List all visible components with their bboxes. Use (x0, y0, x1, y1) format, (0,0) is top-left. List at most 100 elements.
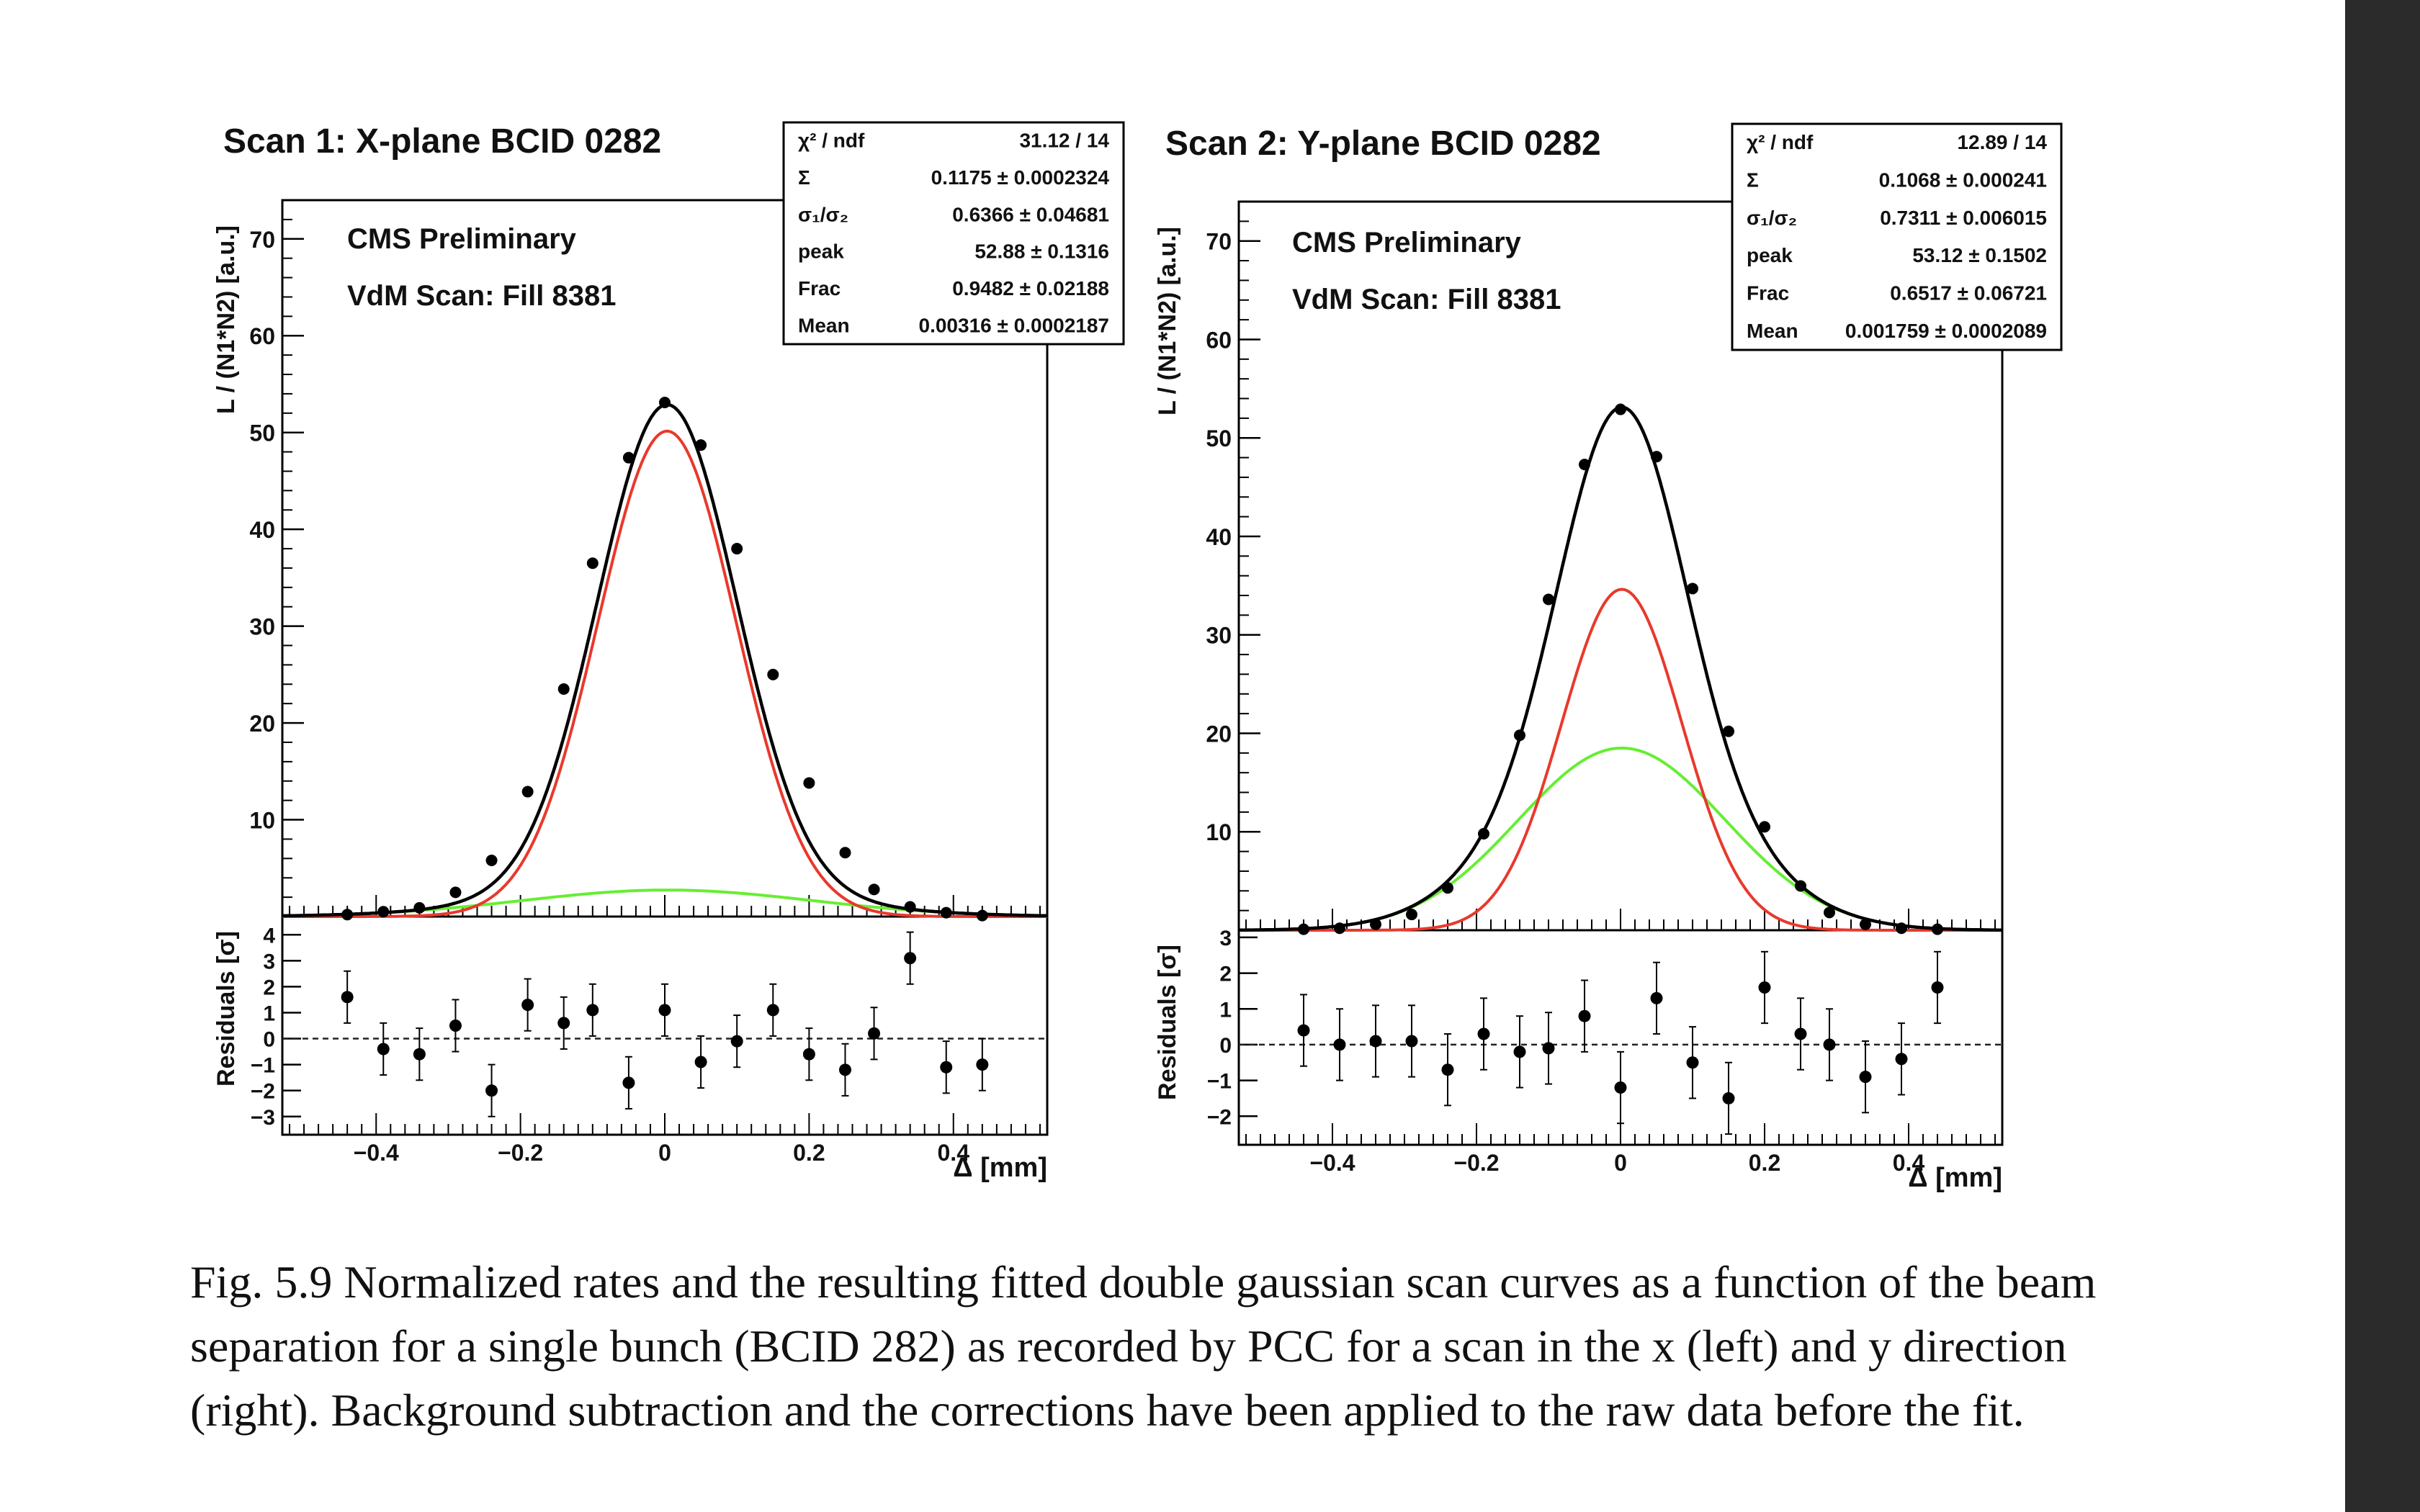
residual-y-tick-label: 4 (263, 924, 275, 948)
data-point (1860, 918, 1871, 930)
residual-point (341, 991, 354, 1004)
y-tick-label: 10 (1206, 819, 1232, 845)
fit-stat-value: 0.7311 ± 0.006015 (1880, 207, 2047, 229)
chart-annotation: CMS Preliminary (1292, 227, 1522, 258)
residual-point (1859, 1071, 1872, 1084)
residual-point (1578, 1009, 1591, 1022)
data-point (1896, 922, 1907, 935)
data-point (521, 786, 534, 798)
residual-point (976, 1058, 989, 1071)
fit-stat-value: 0.001759 ± 0.0002089 (1845, 320, 2047, 342)
residual-point (1686, 1056, 1699, 1069)
residual-point (1369, 1035, 1382, 1048)
fit-stat-name: χ² / ndf (1747, 131, 1814, 153)
scrollbar[interactable] (2345, 0, 2420, 1512)
residual-point (838, 1063, 851, 1076)
data-point (622, 451, 635, 464)
residual-point (730, 1035, 743, 1048)
y-tick-label: 50 (1206, 426, 1232, 451)
fit-curve-component_1 (282, 429, 1047, 918)
scan-plots: Scan 1: X-plane BCID 028210203040506070−… (212, 121, 2063, 1193)
fit-statistics-box: χ² / ndf 12.89 / 14 Σ 0.1068 ± 0.000241 σ₁/σ… (1731, 122, 2063, 351)
data-point (1687, 582, 1698, 595)
y-tick-label: 30 (1206, 623, 1232, 649)
data-point (868, 883, 880, 896)
fit-stat-name: Frac (1747, 282, 1789, 305)
residual-point (413, 1048, 426, 1061)
fit-stat-name: Frac (798, 277, 841, 300)
data-point (1615, 403, 1626, 415)
residual-point (1722, 1092, 1735, 1104)
data-point (341, 909, 354, 921)
y-tick-label: 20 (249, 711, 275, 737)
fit-stat-value: 52.88 ± 0.1316 (974, 240, 1109, 263)
x-tick-label: 0.2 (1749, 1150, 1780, 1176)
residual-point (622, 1076, 635, 1089)
residual-point (1542, 1042, 1555, 1055)
y-tick-label: 20 (1206, 721, 1232, 747)
y-tick-label: 40 (1206, 524, 1232, 550)
fit-stat-name: peak (1747, 244, 1793, 266)
data-point (695, 439, 707, 451)
data-point (1370, 918, 1381, 930)
fit-stat-value: 0.00316 ± 0.0002187 (919, 314, 1110, 336)
residual-point (802, 1048, 815, 1061)
fit-stat-name: σ₁/σ₂ (1747, 207, 1797, 229)
chart-panel-1: Scan 1: X-plane BCID 028210203040506070−… (212, 121, 1125, 1183)
residual-point (904, 952, 917, 965)
residual-y-tick-label: 1 (1219, 998, 1232, 1022)
fit-stat-name: peak (798, 240, 844, 263)
residual-point (868, 1027, 881, 1040)
x-tick-label: 0.2 (793, 1140, 825, 1166)
data-point (449, 886, 462, 899)
y-tick-label: 10 (249, 808, 275, 834)
data-point (940, 906, 952, 919)
fit-statistics-box: χ² / ndf 31.12 / 14 Σ 0.1175 ± 0.0002324 σ₁/… (782, 121, 1125, 346)
fit-stat-value: 0.9482 ± 0.02188 (952, 277, 1109, 300)
x-tick-label: 0.4 (938, 1140, 970, 1166)
residual-y-tick-label: 3 (1219, 927, 1232, 950)
residual-point (1758, 981, 1771, 994)
data-point (767, 668, 779, 680)
data-point (1723, 725, 1734, 737)
residual-point (1441, 1063, 1454, 1076)
fit-statistics-frame (782, 121, 1125, 346)
residual-point (1931, 981, 1944, 994)
data-point (839, 847, 851, 859)
fit-stat-value: 53.12 ± 0.1502 (1912, 244, 2047, 266)
chart-panel-2: Scan 2: Y-plane BCID 028210203040506070−… (1154, 122, 2063, 1193)
y-axis-label: L / (N1*N2) [a.u.] (212, 225, 240, 414)
residual-point (1794, 1027, 1807, 1040)
residual-point (1333, 1038, 1346, 1051)
fit-curve-total (282, 402, 1048, 918)
residual-point (449, 1020, 462, 1032)
y-tick-label: 50 (249, 420, 275, 446)
residual-y-axis-label: Residuals [σ] (212, 931, 240, 1086)
fit-stat-value: 0.1068 ± 0.000241 (1879, 169, 2047, 192)
residual-point (658, 1004, 671, 1017)
residual-point (694, 1056, 707, 1068)
residual-point (1297, 1024, 1310, 1037)
fit-stat-name: σ₁/σ₂ (798, 203, 848, 225)
figure-caption: Fig. 5.9 Normalized rates and the result… (190, 1256, 2097, 1436)
data-point (904, 901, 916, 913)
x-tick-label: −0.2 (1453, 1150, 1499, 1176)
residual-point (485, 1084, 498, 1097)
data-point (586, 557, 599, 570)
data-point (1759, 821, 1770, 833)
residual-point (586, 1004, 599, 1017)
data-point (1478, 827, 1489, 840)
data-point (1651, 451, 1662, 463)
fit-stat-name: Σ (798, 166, 810, 189)
residual-point (1614, 1081, 1627, 1094)
chart-annotation: VdM Scan: Fill 8381 (347, 280, 616, 312)
chart-title: Scan 1: X-plane BCID 0282 (223, 122, 661, 161)
residual-point (377, 1043, 390, 1056)
data-point (1932, 923, 1943, 935)
fit-curve-total (1239, 405, 2002, 932)
residual-y-tick-label: −3 (251, 1106, 275, 1130)
residual-y-tick-label: −1 (1207, 1070, 1232, 1094)
fit-stat-name: χ² / ndf (798, 130, 865, 152)
y-tick-label: 70 (1206, 229, 1232, 255)
